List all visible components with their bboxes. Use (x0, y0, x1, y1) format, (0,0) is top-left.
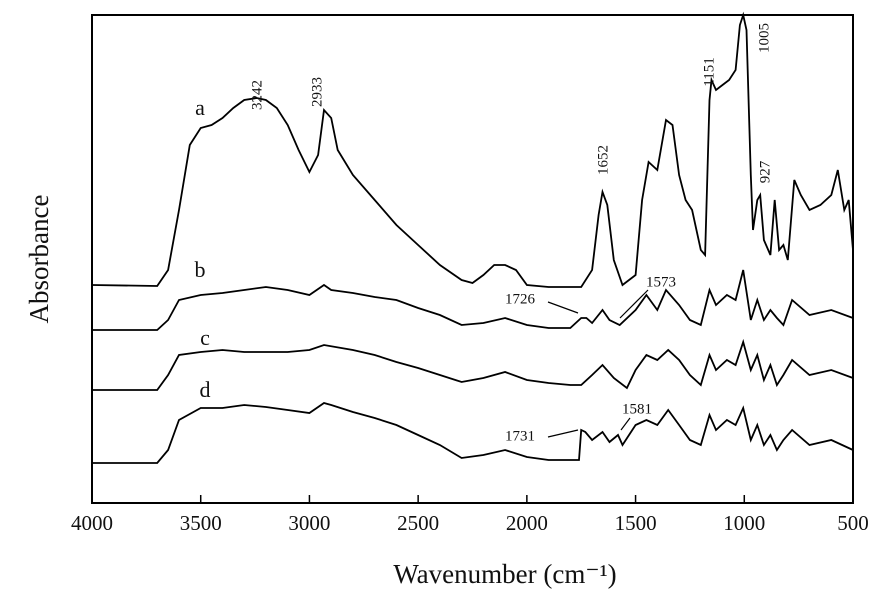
x-axis-label: Wavenumber (cm⁻¹) (393, 559, 616, 589)
peak-label: 1005 (756, 23, 772, 53)
x-tick-label: 3000 (288, 511, 330, 535)
peak-label: 1581 (622, 401, 652, 417)
peak-label: 927 (757, 160, 773, 183)
x-tick-label: 1000 (723, 511, 765, 535)
x-tick-label: 3500 (180, 511, 222, 535)
series-label: d (200, 377, 211, 402)
arrow (619, 289, 649, 319)
series-label: b (195, 257, 206, 282)
arrow (620, 417, 631, 431)
peak-label: 1731 (505, 428, 535, 444)
peak-label: 1726 (505, 291, 536, 307)
spectrum-line (91, 11, 854, 288)
arrows (547, 289, 649, 438)
spectrum-line (92, 338, 854, 391)
peak-label: 1652 (595, 145, 611, 175)
arrow (547, 429, 579, 438)
series-label: c (200, 325, 210, 350)
peak-label: 2933 (309, 77, 325, 107)
arrow (547, 301, 579, 314)
x-tick-label: 1500 (615, 511, 657, 535)
spectrum-line (92, 269, 854, 331)
spectrum-line (92, 402, 854, 464)
plot-frame (91, 14, 854, 504)
y-axis-label: Absorbance (24, 195, 54, 324)
x-tick-label: 2500 (397, 511, 439, 535)
series-label: a (195, 95, 205, 120)
peak-label: 1573 (646, 274, 676, 290)
x-tick-label: 4000 (71, 511, 113, 535)
peak-label: 3242 (249, 80, 265, 110)
x-tick-label: 2000 (506, 511, 548, 535)
x-tick-label: 500 (837, 511, 869, 535)
peak-label: 1151 (701, 57, 717, 86)
